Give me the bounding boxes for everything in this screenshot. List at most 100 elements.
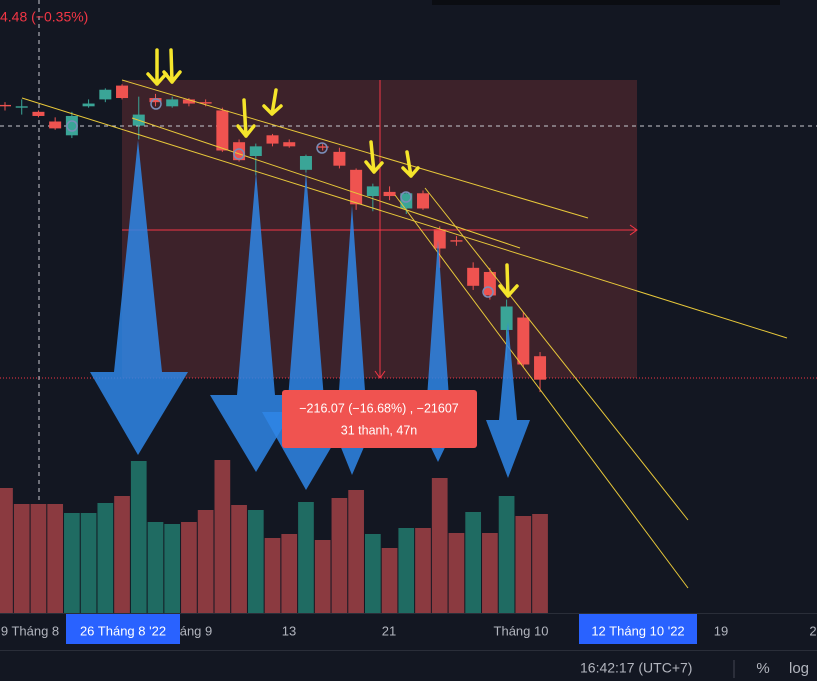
candle-body bbox=[366, 186, 379, 197]
trendline bbox=[424, 187, 689, 521]
candle-body bbox=[116, 85, 129, 99]
volume-bar bbox=[231, 505, 247, 613]
candle-body bbox=[233, 142, 246, 161]
blue-arrow bbox=[414, 240, 462, 462]
candle-body bbox=[450, 240, 463, 242]
volume-bar bbox=[498, 496, 515, 613]
volume-bar bbox=[532, 514, 548, 613]
log-toggle[interactable]: log bbox=[789, 660, 809, 677]
candle-body bbox=[182, 99, 195, 104]
volume-bar bbox=[264, 538, 281, 613]
percent-toggle[interactable]: % bbox=[756, 660, 769, 677]
x-tick-label: 9 Tháng 8 bbox=[1, 623, 59, 638]
yellow-arrow bbox=[162, 48, 182, 84]
x-tick-label: áng 9 bbox=[180, 623, 213, 638]
x-tick-label: 21 bbox=[382, 623, 396, 638]
marker bbox=[66, 120, 78, 132]
volume-bar bbox=[431, 478, 448, 613]
measure-tooltip bbox=[282, 390, 477, 448]
measure-v-arrow bbox=[374, 370, 386, 379]
yellow-arrow bbox=[146, 48, 168, 86]
volume-bar bbox=[415, 528, 431, 613]
candle-body bbox=[316, 146, 329, 148]
volume-bar bbox=[130, 461, 147, 613]
candle-body bbox=[149, 98, 162, 103]
candle-body bbox=[333, 151, 346, 166]
candle-body bbox=[82, 103, 95, 107]
candle-body bbox=[534, 356, 547, 380]
measure-h-arrow bbox=[629, 224, 638, 236]
overlay-panel bbox=[432, 0, 780, 5]
volume-bar bbox=[0, 488, 13, 613]
x-tick-label: 19 bbox=[714, 623, 728, 638]
volume-bar bbox=[448, 533, 465, 613]
marker bbox=[400, 191, 412, 203]
trendlines bbox=[21, 79, 788, 589]
blue-arrow bbox=[90, 140, 188, 455]
marker bbox=[233, 148, 245, 160]
candle-body bbox=[517, 317, 530, 365]
candle-body bbox=[417, 193, 429, 209]
candle-body bbox=[32, 111, 45, 116]
volume-bar bbox=[214, 460, 231, 613]
x-axis: 9 Tháng 8 áng 9 13 21 Tháng 10 19 2 26 Tháng 8 … bbox=[1, 614, 817, 644]
volume-bar bbox=[298, 502, 314, 613]
yellow-arrow bbox=[236, 98, 256, 138]
trendline bbox=[394, 194, 689, 589]
volume-bar bbox=[247, 510, 264, 613]
yellow-arrow bbox=[364, 140, 384, 174]
volume-bar bbox=[515, 516, 532, 613]
candle-body bbox=[350, 169, 363, 205]
price-change: 4.48 (−0.35%) bbox=[0, 9, 88, 25]
volume-bar bbox=[64, 513, 80, 613]
candle-body bbox=[249, 146, 262, 157]
candle-body bbox=[166, 99, 179, 107]
yellow-arrow bbox=[262, 88, 283, 116]
volume-bar bbox=[331, 498, 348, 613]
blue-arrow bbox=[210, 172, 302, 472]
candle-body bbox=[15, 106, 28, 108]
candle-body bbox=[400, 193, 413, 209]
marker bbox=[482, 286, 494, 298]
volume-bar bbox=[398, 528, 415, 613]
x-highlight-label: 12 Tháng 10 '22 bbox=[591, 623, 684, 638]
clock: 16:42:17 (UTC+7) bbox=[580, 660, 692, 676]
volume-bar bbox=[114, 496, 130, 613]
trendline bbox=[121, 79, 589, 219]
candle-body bbox=[0, 104, 11, 107]
x-highlight bbox=[66, 614, 180, 644]
volume-bar bbox=[482, 533, 498, 613]
volume-bar bbox=[97, 503, 114, 613]
candle-body bbox=[216, 110, 229, 151]
volume-bar bbox=[314, 540, 331, 613]
candle-body bbox=[383, 191, 396, 197]
candle-body bbox=[283, 142, 296, 147]
candle-body bbox=[266, 135, 279, 144]
blue-arrow bbox=[486, 322, 530, 478]
volume-bar bbox=[164, 524, 181, 613]
measure-text: −216.07 (−16.68%) , −21607 bbox=[299, 401, 459, 415]
volume-bar bbox=[13, 504, 30, 613]
x-highlight-label: 26 Tháng 8 '22 bbox=[80, 623, 166, 638]
volume-bar bbox=[364, 534, 381, 613]
x-highlight bbox=[579, 614, 697, 644]
yellow-arrow bbox=[498, 263, 519, 298]
x-tick-label: 13 bbox=[282, 623, 296, 638]
volume-bar bbox=[181, 522, 197, 613]
candle-body bbox=[433, 229, 446, 249]
volume-bar bbox=[47, 504, 64, 613]
yellow-arrow bbox=[401, 150, 420, 178]
candle-body bbox=[299, 156, 312, 170]
volume-bar bbox=[80, 513, 97, 613]
volume-bar bbox=[197, 510, 214, 613]
volume-bar bbox=[381, 548, 398, 613]
volume-bar bbox=[465, 512, 482, 613]
candle-body bbox=[99, 89, 112, 100]
candle-body bbox=[199, 102, 212, 104]
volume-bar bbox=[30, 504, 47, 613]
trendline bbox=[21, 97, 788, 339]
candle-body bbox=[467, 267, 480, 286]
candle-body bbox=[49, 121, 62, 129]
marker bbox=[150, 98, 162, 110]
